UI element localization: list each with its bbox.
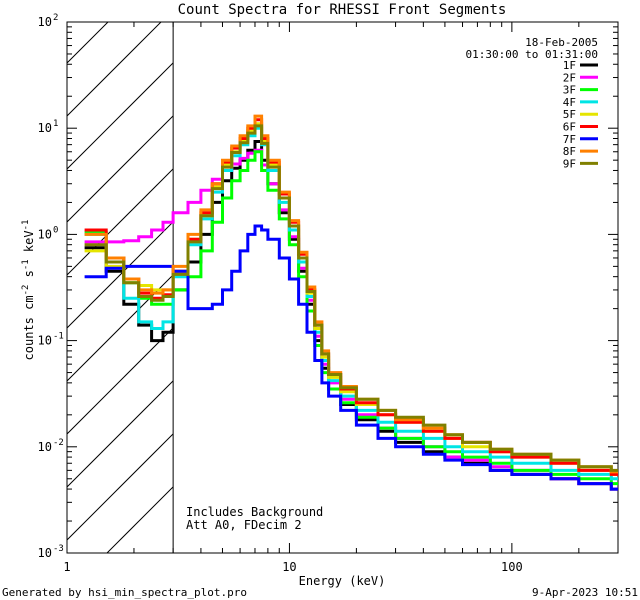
- y-tick-label: 10: [38, 546, 52, 560]
- hatch-line: [67, 327, 174, 435]
- legend-label-7F: 7F: [563, 133, 576, 146]
- y-axis-label: counts cm-2 s-1 keV-1: [21, 220, 36, 361]
- y-tick-label: 10: [38, 334, 52, 348]
- hatch-line: [67, 168, 174, 276]
- hatch-line: [67, 380, 174, 488]
- x-axis-label: Energy (keV): [299, 574, 386, 588]
- series-line-2F: [84, 148, 618, 491]
- series-line-3F: [84, 150, 618, 486]
- legend-label-8F: 8F: [563, 145, 576, 158]
- background-hatched-region: [67, 0, 174, 553]
- footer-timestamp: 9-Apr-2023 10:51: [532, 586, 638, 599]
- y-tick-exponent: -1: [53, 332, 64, 342]
- axis-ticks: [66, 21, 619, 554]
- hatch-line: [67, 22, 162, 117]
- y-tick-exponent: -3: [53, 544, 64, 554]
- annotation-attenuator: Att A0, FDecim 2: [186, 518, 302, 532]
- legend-label-9F: 9F: [563, 157, 576, 170]
- legend-date: 18-Feb-2005: [525, 36, 598, 49]
- y-tick-exponent: 0: [53, 225, 58, 235]
- legend-time-range: 01:30:00 to 01:31:00: [466, 48, 598, 61]
- series-line-5F: [84, 122, 618, 476]
- series-lines: [84, 114, 618, 491]
- legend-label-6F: 6F: [563, 121, 576, 134]
- x-tick-label: 10: [282, 560, 296, 574]
- hatch-line: [106, 486, 174, 553]
- x-tick-label: 100: [501, 560, 523, 574]
- series-line-1F: [84, 140, 618, 491]
- hatch-line: [67, 115, 174, 223]
- legend-label-3F: 3F: [563, 84, 576, 97]
- x-tick-label: 1: [63, 560, 70, 574]
- y-tick-exponent: -2: [53, 438, 64, 448]
- hatch-line: [67, 221, 174, 329]
- hatch-line: [67, 433, 174, 541]
- annotation-background: Includes Background: [186, 505, 323, 519]
- x-tick-labels: 1 10 100: [63, 560, 522, 574]
- footer-generator: Generated by hsi_min_spectra_plot.pro: [2, 586, 247, 599]
- legend-label-4F: 4F: [563, 96, 576, 109]
- y-tick-label: 10: [38, 15, 52, 29]
- y-tick-exponent: 2: [53, 13, 58, 23]
- hatch-line: [67, 0, 173, 10]
- plot-frame: [66, 21, 619, 554]
- legend-label-2F: 2F: [563, 71, 576, 84]
- hatch-line: [67, 22, 109, 64]
- y-tick-label: 10: [38, 227, 52, 241]
- series-line-9F: [84, 124, 618, 472]
- legend-label-1F: 1F: [563, 59, 576, 72]
- legend-label-5F: 5F: [563, 108, 576, 121]
- hatch-line: [67, 62, 174, 170]
- chart-title: Count Spectra for RHESSI Front Segments: [178, 2, 507, 18]
- y-tick-exponent: 1: [53, 119, 58, 129]
- series-line-7F: [84, 224, 618, 491]
- y-tick-label: 10: [38, 121, 52, 135]
- y-tick-label: 10: [38, 440, 52, 454]
